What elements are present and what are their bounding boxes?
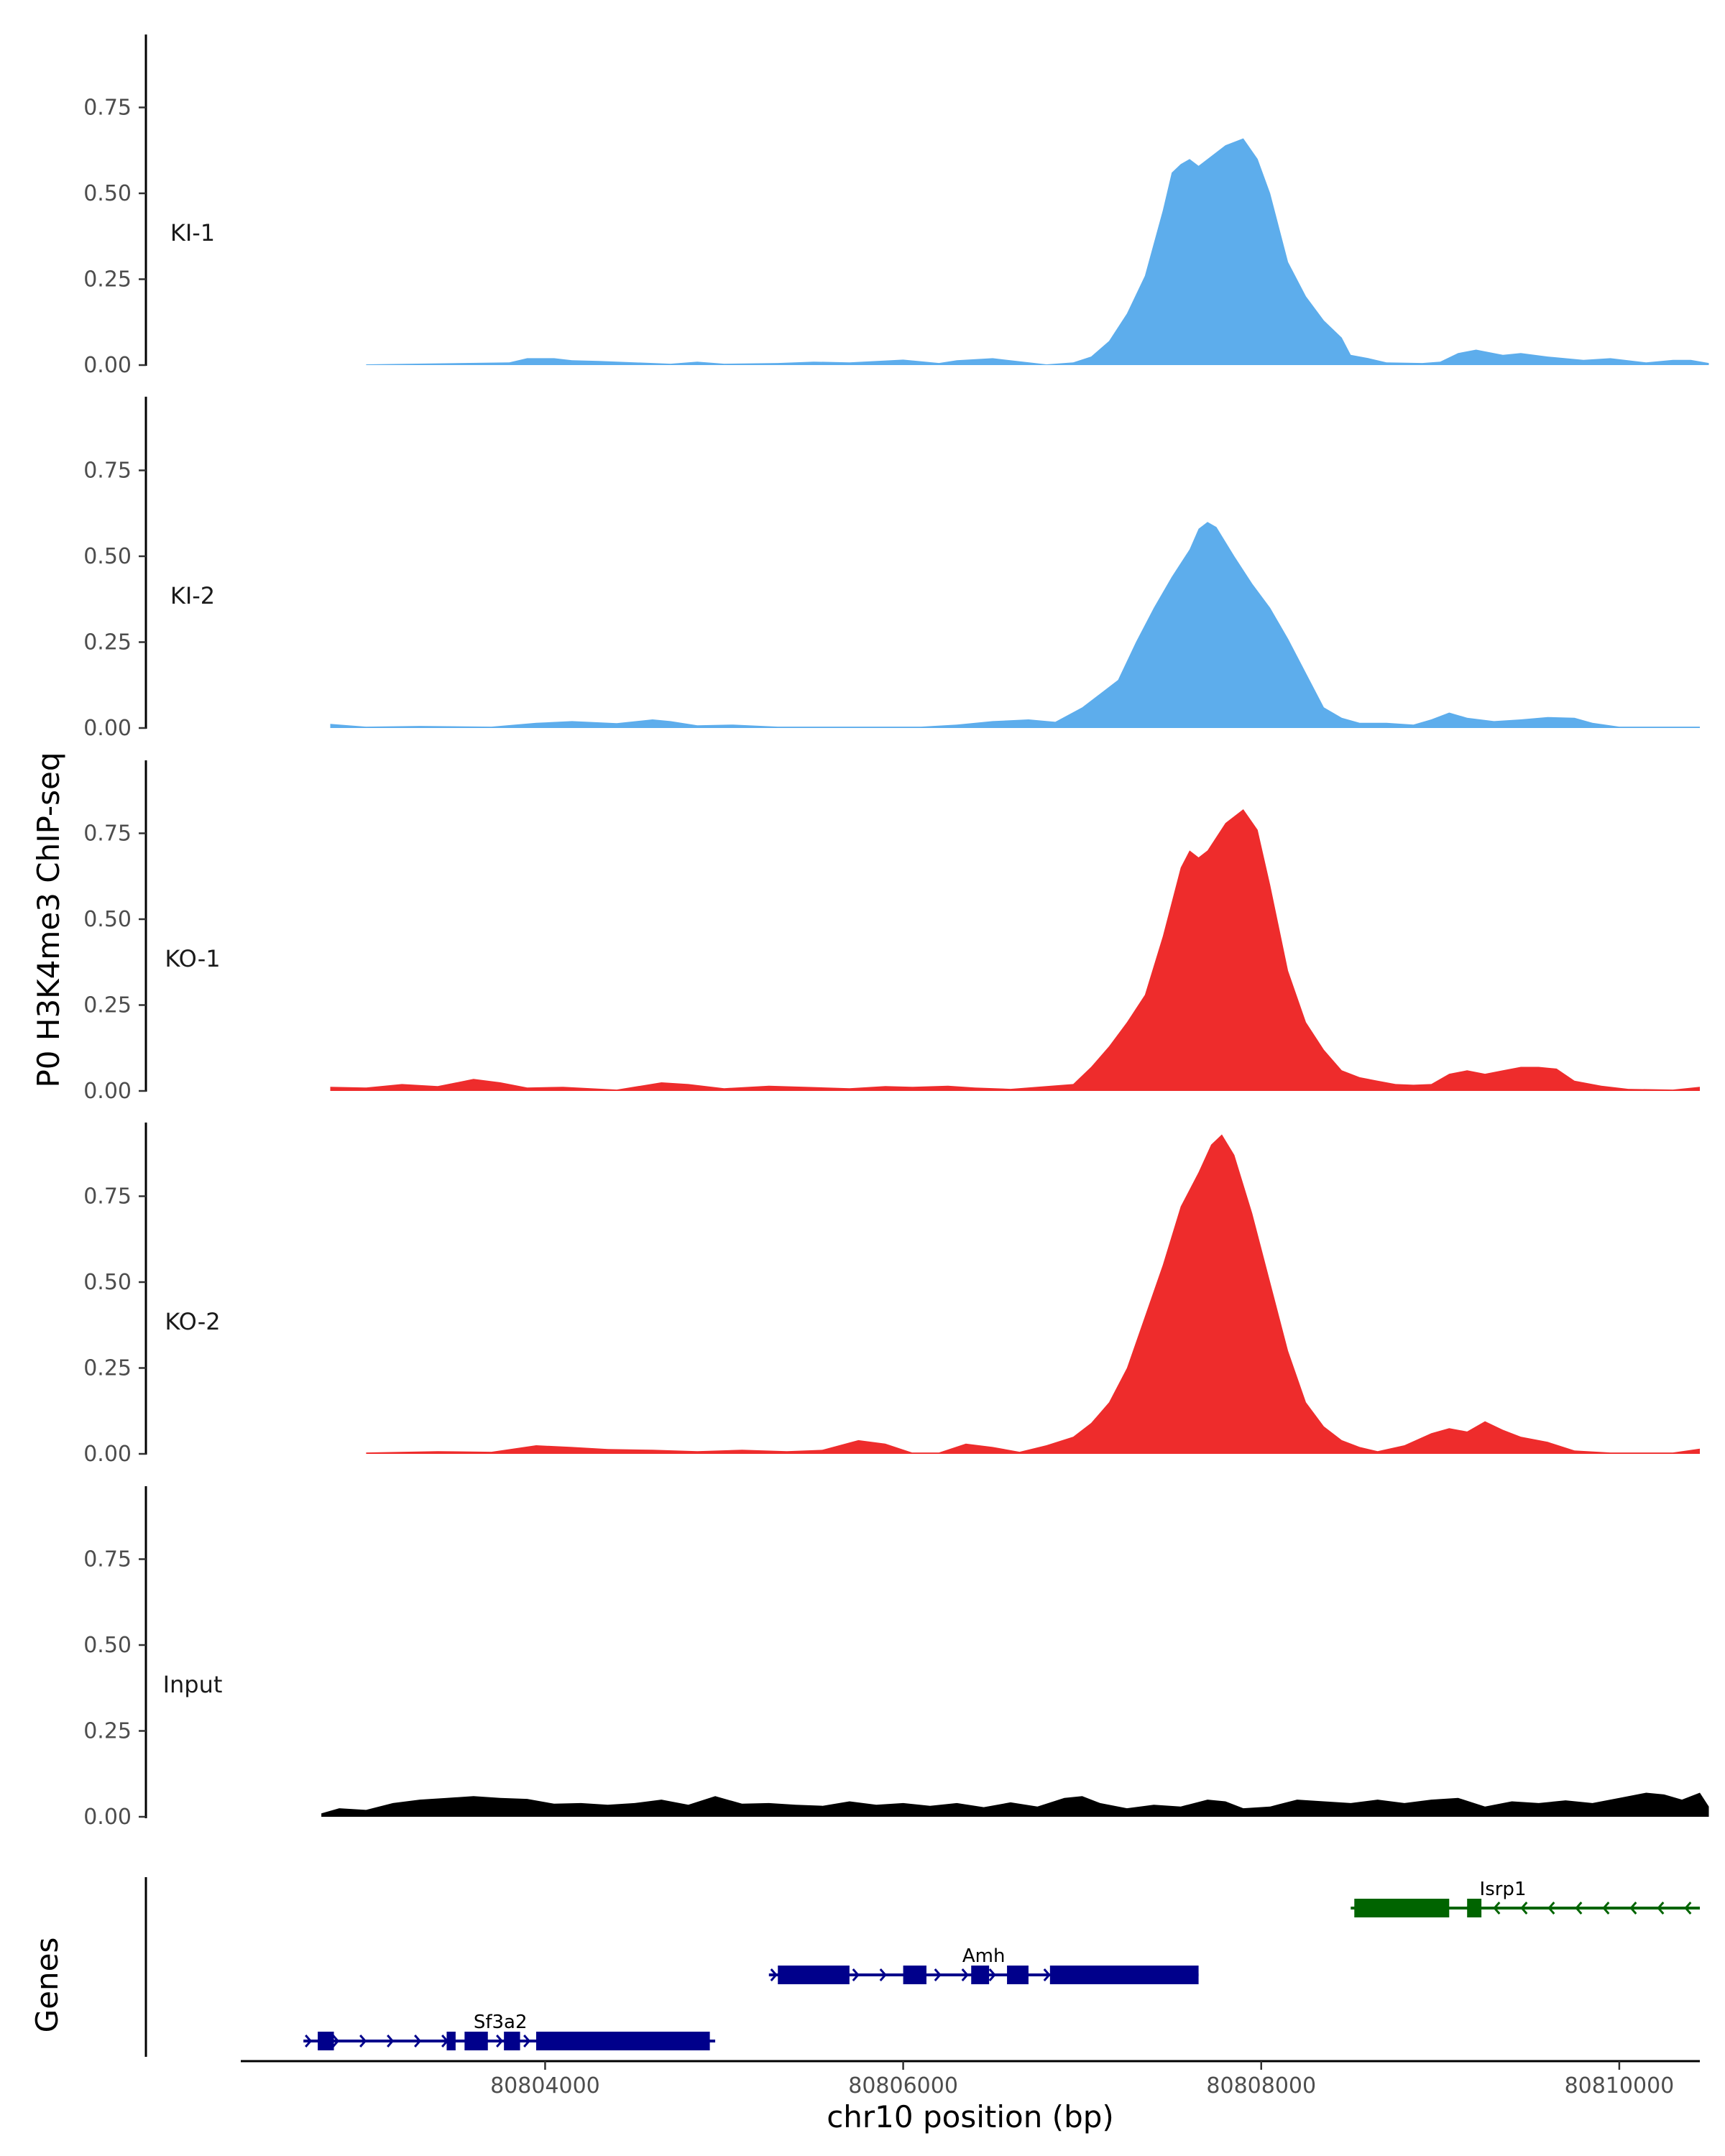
signal-area-ko-1 bbox=[330, 809, 1700, 1091]
strand-chevron bbox=[496, 2035, 504, 2047]
y-tick-label: 0.00 bbox=[83, 1442, 132, 1467]
strand-chevron bbox=[988, 1968, 996, 1981]
gene-exon bbox=[535, 2032, 710, 2050]
x-tick-label: 80804000 bbox=[490, 2073, 600, 2099]
gene-exon bbox=[446, 2032, 456, 2050]
y-tick-label: 0.00 bbox=[83, 1079, 132, 1104]
gene-exon bbox=[1049, 1966, 1199, 1984]
y-tick-label: 0.50 bbox=[83, 1270, 132, 1295]
gene-track: Sf3a2 Amh Isrp1 bbox=[144, 1877, 1700, 2057]
x-tick-label: 80810000 bbox=[1565, 2073, 1675, 2099]
track-ki-2: 0.00 0.25 0.50 0.75 KI-2 bbox=[83, 397, 1700, 741]
y-tick-label: 0.50 bbox=[83, 181, 132, 206]
signal-area-ki-1 bbox=[366, 138, 1709, 365]
gene-amh: Amh bbox=[768, 1945, 1199, 1984]
y-tick-label: 0.75 bbox=[83, 1547, 132, 1572]
track-ko-2: 0.00 0.25 0.50 0.75 KO-2 bbox=[83, 1123, 1700, 1467]
gene-label: Isrp1 bbox=[1480, 1879, 1527, 1900]
y-tick-label: 0.75 bbox=[83, 821, 132, 847]
strand-chevron bbox=[1043, 1968, 1051, 1981]
strand-chevron bbox=[1575, 1902, 1583, 1915]
track-label: KO-1 bbox=[165, 945, 220, 972]
gene-exon bbox=[778, 1966, 850, 1984]
strand-chevron bbox=[1547, 1902, 1555, 1915]
strand-chevron bbox=[1602, 1902, 1610, 1915]
signal-area-ki-2 bbox=[330, 522, 1700, 728]
y-tick-label: 0.50 bbox=[83, 1633, 132, 1658]
strand-chevron bbox=[852, 1968, 860, 1981]
signal-area-input bbox=[321, 1792, 1709, 1817]
y-tick-label: 0.25 bbox=[83, 1719, 132, 1744]
strand-chevron bbox=[961, 1968, 969, 1981]
strand-chevron bbox=[1520, 1902, 1528, 1915]
strand-chevron bbox=[1657, 1902, 1665, 1915]
y-tick-label: 0.00 bbox=[83, 353, 132, 378]
strand-chevron bbox=[414, 2035, 422, 2047]
track-label: Input bbox=[163, 1671, 223, 1698]
gene-exon bbox=[971, 1966, 990, 1984]
track-input: 0.00 0.25 0.50 0.75 Input bbox=[83, 1486, 1709, 1830]
strand-chevron bbox=[359, 2035, 367, 2047]
gene-exon bbox=[318, 2032, 334, 2050]
gene-label: Amh bbox=[962, 1945, 1006, 1967]
strand-chevron bbox=[1629, 1902, 1637, 1915]
strand-chevron bbox=[770, 1968, 778, 1981]
y-tick-label: 0.00 bbox=[83, 716, 132, 741]
track-ko-1: 0.00 0.25 0.50 0.75 KO-1 bbox=[83, 760, 1700, 1104]
gene-exon bbox=[504, 2032, 520, 2050]
strand-chevron bbox=[1493, 1902, 1501, 1915]
signal-tracks: 0.00 0.25 0.50 0.75 KI-1 0.00 0.25 0.50 0.75 KI-2… bbox=[83, 34, 1709, 1830]
strand-chevron bbox=[1684, 1902, 1692, 1915]
gene-exon bbox=[903, 1966, 926, 1984]
y-tick-label: 0.25 bbox=[83, 1356, 132, 1381]
gene-exon bbox=[464, 2032, 488, 2050]
gene-isrp1: Isrp1 bbox=[1351, 1879, 1700, 1917]
track-ki-1: 0.00 0.25 0.50 0.75 KI-1 bbox=[83, 34, 1709, 378]
gene-sf3a2: Sf3a2 bbox=[303, 2012, 716, 2050]
strand-chevron bbox=[879, 1968, 887, 1981]
y-tick-label: 0.50 bbox=[83, 544, 132, 569]
x-tick-label: 80808000 bbox=[1206, 2073, 1316, 2099]
strand-chevron bbox=[387, 2035, 395, 2047]
gene-exon bbox=[1354, 1899, 1450, 1917]
y-tick-label: 0.25 bbox=[83, 630, 132, 655]
y-tick-label: 0.75 bbox=[83, 459, 132, 484]
strand-chevron bbox=[332, 2035, 340, 2047]
x-tick-label: 80806000 bbox=[848, 2073, 958, 2099]
x-axis-title: chr10 position (bp) bbox=[827, 2099, 1114, 2134]
strand-chevron bbox=[934, 1968, 942, 1981]
track-label: KI-1 bbox=[170, 219, 215, 247]
strand-chevron bbox=[305, 2035, 313, 2047]
y-tick-label: 0.50 bbox=[83, 907, 132, 932]
gene-exon bbox=[1007, 1966, 1029, 1984]
gene-label: Sf3a2 bbox=[474, 2012, 528, 2033]
gene-exon bbox=[1467, 1899, 1482, 1917]
y-tick-label: 0.75 bbox=[83, 1184, 132, 1210]
x-axis: 80804000 80806000 80808000 80810000 bbox=[241, 2060, 1700, 2099]
track-label: KO-2 bbox=[165, 1308, 220, 1335]
y-tick-label: 0.25 bbox=[83, 267, 132, 292]
track-label: KI-2 bbox=[170, 582, 215, 609]
y-tick-label: 0.00 bbox=[83, 1805, 132, 1830]
y-axis-title: P0 H3K4me3 ChIP-seq bbox=[31, 752, 66, 1087]
y-tick-label: 0.25 bbox=[83, 993, 132, 1018]
strand-chevron bbox=[523, 2035, 531, 2047]
signal-area-ko-2 bbox=[366, 1134, 1700, 1454]
y-tick-label: 0.75 bbox=[83, 96, 132, 121]
genes-axis-title: Genes bbox=[29, 1938, 65, 2033]
